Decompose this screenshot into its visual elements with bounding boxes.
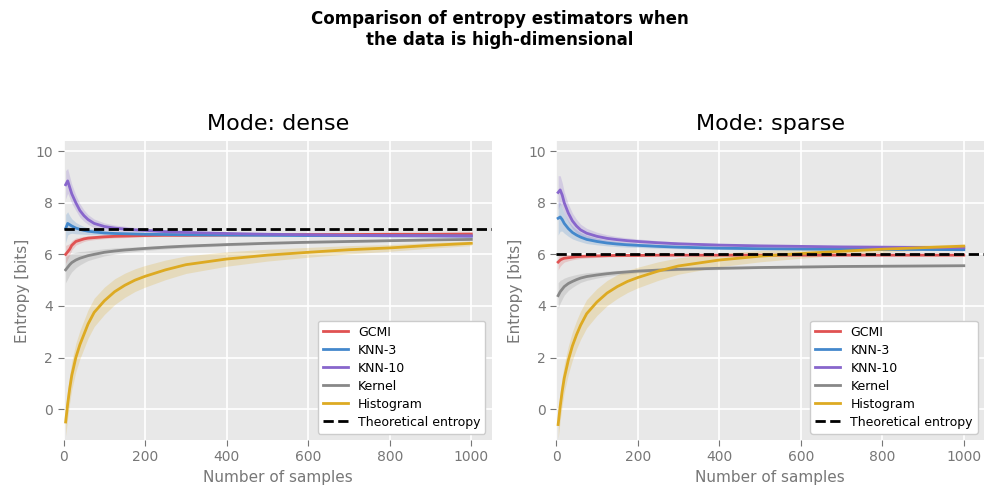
Text: Comparison of entropy estimators when
the data is high-dimensional: Comparison of entropy estimators when th… [311, 10, 689, 49]
Title: Mode: dense: Mode: dense [207, 114, 349, 134]
Title: Mode: sparse: Mode: sparse [696, 114, 845, 134]
Y-axis label: Entropy [bits]: Entropy [bits] [508, 238, 523, 343]
X-axis label: Number of samples: Number of samples [203, 470, 353, 485]
Y-axis label: Entropy [bits]: Entropy [bits] [15, 238, 30, 343]
Legend: GCMI, KNN-3, KNN-10, Kernel, Histogram, Theoretical entropy: GCMI, KNN-3, KNN-10, Kernel, Histogram, … [810, 321, 978, 434]
Legend: GCMI, KNN-3, KNN-10, Kernel, Histogram, Theoretical entropy: GCMI, KNN-3, KNN-10, Kernel, Histogram, … [318, 321, 485, 434]
X-axis label: Number of samples: Number of samples [695, 470, 845, 485]
